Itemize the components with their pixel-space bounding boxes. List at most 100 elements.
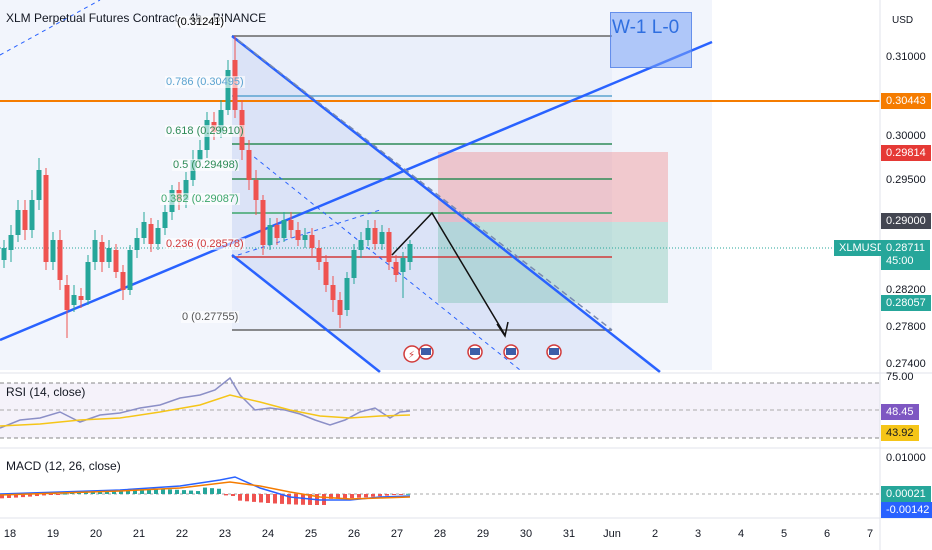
candle-body[interactable] [57,240,63,280]
price-tag-target[interactable]: 0.28057 [881,295,931,311]
price-tag-entry[interactable]: 0.29000 [881,213,931,229]
macd-signal-line[interactable] [0,481,411,500]
last-price-tag[interactable]: 0.28711 45:00 [881,240,930,270]
currency-label[interactable]: USD [892,15,914,26]
candle-body[interactable] [386,232,392,262]
candle-body[interactable] [99,242,105,262]
candle-body[interactable] [365,228,371,240]
candle-body[interactable] [197,150,203,160]
candle-body[interactable] [71,295,77,305]
candle-body[interactable] [43,175,49,262]
candle-body[interactable] [85,262,91,300]
candle-body[interactable] [260,200,266,245]
macd-bar [77,492,81,494]
candle-body[interactable] [127,250,133,290]
macd-bar [217,488,221,494]
macd-bar [385,494,389,496]
candle-body[interactable] [8,235,14,250]
candle-body[interactable] [36,170,42,200]
fib-label-0618: 0.618 (0.29910) [165,125,245,137]
candle-body[interactable] [92,240,98,262]
price-tag-stop[interactable]: 0.29814 [881,145,931,161]
candle-body[interactable] [379,232,385,244]
candle-body[interactable] [351,250,357,278]
candle-body[interactable] [309,235,315,248]
candle-body[interactable] [120,272,126,290]
candle-body[interactable] [316,248,322,262]
fib-label-0382: 0.382 (0.29087) [160,193,240,205]
candle-body[interactable] [22,210,28,230]
macd-bar [336,494,340,499]
candle-body[interactable] [225,70,231,110]
candle-body[interactable] [372,228,378,244]
candle-body[interactable] [1,248,7,260]
event-icons[interactable]: ⚡ [403,344,562,363]
macd-bar [168,489,172,494]
candle-countdown: 45:00 [886,255,914,267]
candle-body[interactable] [407,244,413,262]
projection-path[interactable] [391,211,506,336]
take-profit-zone[interactable] [438,222,668,303]
price-tick: 0.31000 [886,51,926,63]
candle-body[interactable] [113,250,119,272]
macd-bar [273,494,277,504]
time-label-28: 28 [433,528,447,540]
macd-bar [245,494,249,502]
candle-body[interactable] [148,224,154,244]
trade-result-label: W-1 L-0 [612,17,680,38]
rsi-ma-line[interactable] [0,394,411,427]
candle-body[interactable] [253,180,259,200]
stop-loss-zone[interactable] [438,152,668,222]
candle-body[interactable] [400,258,406,272]
candle-body[interactable] [344,278,350,310]
candle-body[interactable] [183,180,189,200]
trade-result-box[interactable] [610,12,692,68]
descending-channel-upper[interactable] [231,35,661,373]
rsi-value-tag[interactable]: 48.45 [881,404,919,420]
macd-value-tag[interactable]: 0.00021 [881,486,931,502]
macd-bar [294,494,298,505]
time-label-24: 24 [261,528,275,540]
channel-inner-dashed [247,151,521,371]
candle-body[interactable] [323,262,329,285]
candle-body[interactable] [106,248,112,262]
candle-body[interactable] [50,240,56,262]
candle-body[interactable] [15,210,21,235]
candle-body[interactable] [246,150,252,180]
time-label-30: 30 [519,528,533,540]
candle-body[interactable] [64,285,70,310]
candle-body[interactable] [78,296,84,300]
price-tag-resistance[interactable]: 0.30443 [881,93,931,109]
candle-body[interactable] [330,285,336,300]
chart-title[interactable]: XLM Perpetual Futures Contract · 4h · BI… [6,11,267,25]
candle-body[interactable] [302,235,308,240]
macd-bar [357,494,361,498]
macd-signal-tag[interactable]: -0.00142 [881,502,932,518]
candle-body[interactable] [155,228,161,244]
candle-body[interactable] [295,230,301,240]
rsi-line[interactable] [0,376,411,429]
candle-body[interactable] [337,300,343,315]
candle-body[interactable] [274,225,280,238]
macd-indicator-label[interactable]: MACD (12, 26, close) [6,459,121,473]
macd-bar [21,494,25,498]
candle-body[interactable] [162,212,168,228]
rsi-ma-tag[interactable]: 43.92 [881,425,919,441]
candle-body[interactable] [141,222,147,238]
candle-body[interactable] [29,200,35,230]
candle-body[interactable] [267,225,273,245]
macd-bar [182,490,186,494]
time-label-18: 18 [3,528,17,540]
rsi-indicator-label[interactable]: RSI (14, close) [6,385,86,399]
candle-body[interactable] [288,220,294,230]
ascending-trendline[interactable] [0,40,713,342]
descending-channel-lower[interactable] [231,254,381,373]
candle-body[interactable] [134,238,140,250]
candle-body[interactable] [393,262,399,275]
macd-bar [224,494,228,496]
candle-body[interactable] [358,240,364,250]
candle-body[interactable] [281,220,287,238]
candle-body[interactable] [218,110,224,132]
